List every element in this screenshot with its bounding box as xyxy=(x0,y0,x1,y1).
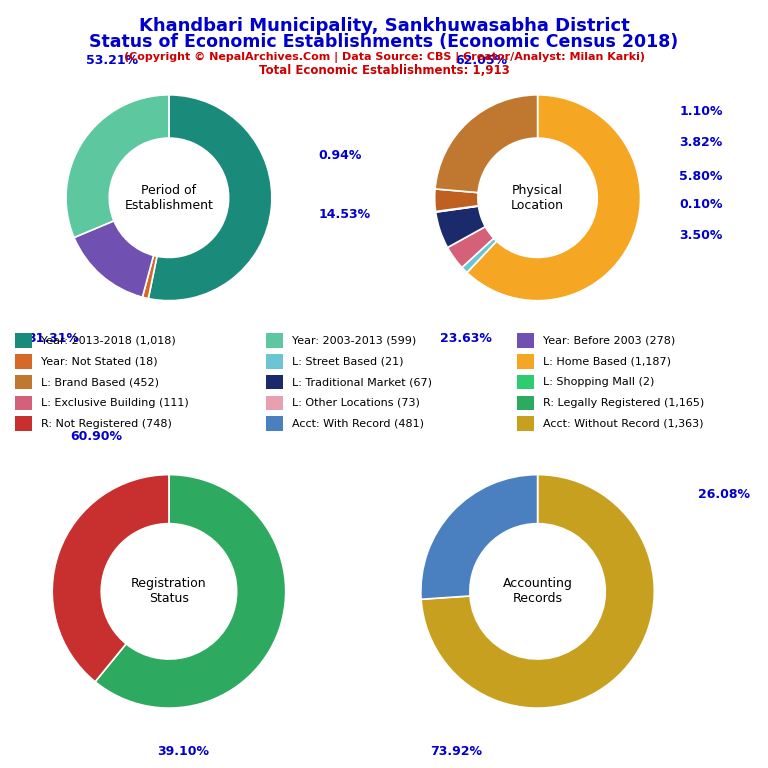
Text: 23.63%: 23.63% xyxy=(439,332,492,345)
FancyBboxPatch shape xyxy=(15,333,31,348)
FancyBboxPatch shape xyxy=(15,396,31,410)
Text: (Copyright © NepalArchives.Com | Data Source: CBS | Creator/Analyst: Milan Karki: (Copyright © NepalArchives.Com | Data So… xyxy=(124,51,644,62)
Text: 0.94%: 0.94% xyxy=(318,149,362,162)
Wedge shape xyxy=(435,206,478,212)
FancyBboxPatch shape xyxy=(517,416,534,431)
Wedge shape xyxy=(52,475,169,682)
Wedge shape xyxy=(95,475,286,708)
FancyBboxPatch shape xyxy=(15,375,31,389)
Text: 1.10%: 1.10% xyxy=(679,105,723,118)
Text: 3.82%: 3.82% xyxy=(679,136,723,149)
Text: Year: Before 2003 (278): Year: Before 2003 (278) xyxy=(542,336,675,346)
Text: Acct: With Record (481): Acct: With Record (481) xyxy=(292,419,424,429)
Wedge shape xyxy=(74,221,154,297)
Text: 53.21%: 53.21% xyxy=(86,54,138,67)
FancyBboxPatch shape xyxy=(266,375,283,389)
Text: Year: 2003-2013 (599): Year: 2003-2013 (599) xyxy=(292,336,416,346)
Wedge shape xyxy=(435,189,478,211)
Text: L: Home Based (1,187): L: Home Based (1,187) xyxy=(542,356,670,366)
FancyBboxPatch shape xyxy=(266,416,283,431)
FancyBboxPatch shape xyxy=(517,354,534,369)
Text: 14.53%: 14.53% xyxy=(318,208,370,221)
Text: Registration
Status: Registration Status xyxy=(131,578,207,605)
Wedge shape xyxy=(148,95,272,300)
Text: R: Legally Registered (1,165): R: Legally Registered (1,165) xyxy=(542,398,703,408)
Text: L: Brand Based (452): L: Brand Based (452) xyxy=(41,377,159,387)
Wedge shape xyxy=(142,256,157,299)
Text: 73.92%: 73.92% xyxy=(430,745,482,758)
Wedge shape xyxy=(462,238,497,273)
FancyBboxPatch shape xyxy=(15,416,31,431)
Text: 60.90%: 60.90% xyxy=(70,429,122,442)
Text: L: Street Based (21): L: Street Based (21) xyxy=(292,356,403,366)
Text: L: Exclusive Building (111): L: Exclusive Building (111) xyxy=(41,398,189,408)
Text: R: Not Registered (748): R: Not Registered (748) xyxy=(41,419,172,429)
Text: L: Other Locations (73): L: Other Locations (73) xyxy=(292,398,419,408)
Text: Khandbari Municipality, Sankhuwasabha District: Khandbari Municipality, Sankhuwasabha Di… xyxy=(139,17,629,35)
Text: 26.08%: 26.08% xyxy=(698,488,750,501)
Text: Year: 2013-2018 (1,018): Year: 2013-2018 (1,018) xyxy=(41,336,176,346)
FancyBboxPatch shape xyxy=(266,354,283,369)
Text: Accounting
Records: Accounting Records xyxy=(503,578,572,605)
FancyBboxPatch shape xyxy=(266,333,283,348)
Wedge shape xyxy=(448,227,494,267)
Wedge shape xyxy=(66,95,169,237)
Text: 5.80%: 5.80% xyxy=(679,170,723,183)
FancyBboxPatch shape xyxy=(517,375,534,389)
Text: Year: Not Stated (18): Year: Not Stated (18) xyxy=(41,356,157,366)
FancyBboxPatch shape xyxy=(517,333,534,348)
Wedge shape xyxy=(467,95,641,300)
Text: L: Traditional Market (67): L: Traditional Market (67) xyxy=(292,377,432,387)
Wedge shape xyxy=(435,95,538,193)
Text: 0.10%: 0.10% xyxy=(679,198,723,211)
FancyBboxPatch shape xyxy=(266,396,283,410)
Text: 3.50%: 3.50% xyxy=(679,229,723,242)
Text: L: Shopping Mall (2): L: Shopping Mall (2) xyxy=(542,377,654,387)
Text: 31.31%: 31.31% xyxy=(27,332,79,345)
Text: Total Economic Establishments: 1,913: Total Economic Establishments: 1,913 xyxy=(259,64,509,77)
Text: Physical
Location: Physical Location xyxy=(511,184,564,212)
Text: 62.05%: 62.05% xyxy=(455,54,507,67)
Text: Status of Economic Establishments (Economic Census 2018): Status of Economic Establishments (Econo… xyxy=(89,33,679,51)
Wedge shape xyxy=(435,206,485,247)
Wedge shape xyxy=(421,475,538,599)
FancyBboxPatch shape xyxy=(15,354,31,369)
Text: Acct: Without Record (1,363): Acct: Without Record (1,363) xyxy=(542,419,703,429)
Text: Period of
Establishment: Period of Establishment xyxy=(124,184,214,212)
FancyBboxPatch shape xyxy=(517,396,534,410)
Wedge shape xyxy=(421,475,654,708)
Text: 39.10%: 39.10% xyxy=(157,745,210,758)
